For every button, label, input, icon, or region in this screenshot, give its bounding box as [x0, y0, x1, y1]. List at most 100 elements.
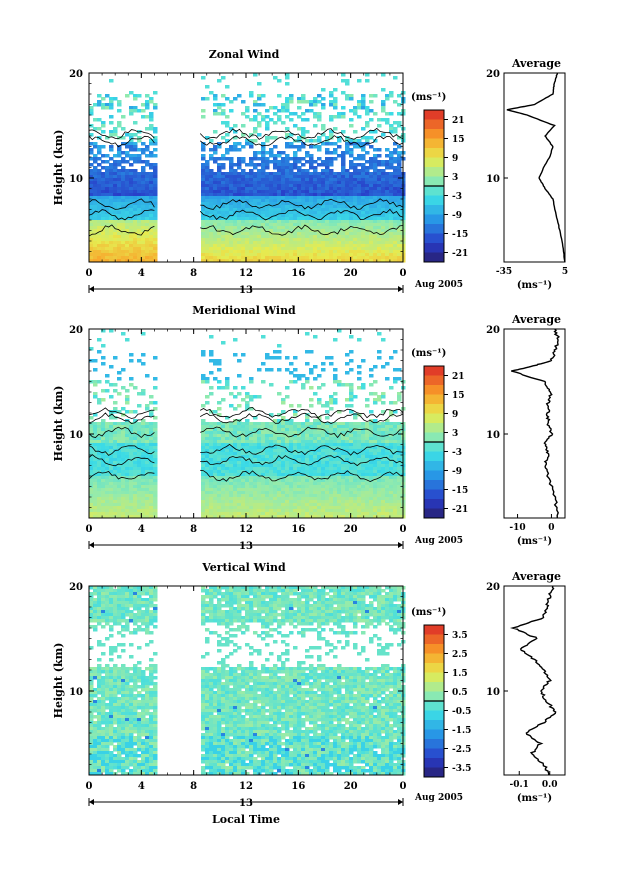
- heatmap-cell: [133, 250, 138, 254]
- heatmap-cell: [277, 488, 282, 492]
- heatmap-cell: [273, 473, 278, 477]
- heatmap-cell: [221, 512, 226, 516]
- heatmap-cell: [153, 166, 158, 170]
- heatmap-cell: [253, 103, 258, 107]
- heatmap-cell: [349, 211, 354, 215]
- heatmap-cell: [321, 142, 326, 146]
- heatmap-cell: [93, 229, 98, 233]
- heatmap-cell: [385, 190, 390, 194]
- heatmap-cell: [109, 163, 114, 167]
- heatmap-cell: [313, 124, 318, 128]
- heatmap-cell: [109, 157, 114, 161]
- heatmap-cell: [285, 247, 290, 251]
- heatmap-cell: [257, 223, 262, 227]
- heatmap-cell: [385, 121, 390, 125]
- heatmap-cell: [105, 458, 110, 462]
- heatmap-cell: [117, 187, 122, 191]
- heatmap-cell: [317, 226, 322, 230]
- heatmap-cell: [93, 437, 98, 441]
- heatmap-cell: [349, 109, 354, 113]
- heatmap-cell: [297, 449, 302, 453]
- heatmap-cell: [373, 250, 378, 254]
- heatmap-cell: [309, 250, 314, 254]
- heatmap-cell: [265, 139, 270, 143]
- heatmap-cell: [113, 208, 118, 212]
- heatmap-cell: [121, 482, 126, 486]
- heatmap-cell: [277, 205, 282, 209]
- heatmap-cell: [221, 482, 226, 486]
- heatmap-cell: [229, 425, 234, 429]
- heatmap-cell: [145, 163, 150, 167]
- heatmap-cell: [209, 482, 214, 486]
- heatmap-cell: [329, 425, 334, 429]
- heatmap-cell: [261, 151, 266, 155]
- heatmap-cell: [217, 443, 222, 447]
- heatmap-cell: [329, 103, 334, 107]
- heatmap-cell: [129, 196, 134, 200]
- heatmap-cell: [317, 374, 322, 378]
- heatmap-cell: [349, 443, 354, 447]
- heatmap-cell: [117, 184, 122, 188]
- heatmap-cell: [205, 169, 210, 173]
- heatmap-cell: [93, 244, 98, 248]
- heatmap-cell: [101, 166, 106, 170]
- heatmap-cell: [209, 512, 214, 516]
- heatmap-cell: [309, 422, 314, 426]
- heatmap-cell: [353, 169, 358, 173]
- heatmap-cell: [109, 97, 114, 101]
- heatmap-cell: [253, 202, 258, 206]
- heatmap-cell: [209, 178, 214, 182]
- heatmap-cell: [261, 214, 266, 218]
- heatmap-cell: [153, 476, 158, 480]
- heatmap-cell: [129, 142, 134, 146]
- heatmap-cell: [213, 506, 218, 510]
- heatmap-cell: [345, 181, 350, 185]
- heatmap-cell: [305, 259, 310, 263]
- heatmap-cell: [213, 181, 218, 185]
- heatmap-cell: [337, 485, 342, 489]
- heatmap-cell: [93, 512, 98, 516]
- heatmap-cell: [281, 494, 286, 498]
- heatmap-cell: [237, 241, 242, 245]
- heatmap-cell: [253, 482, 258, 486]
- heatmap-cell: [273, 154, 278, 158]
- heatmap-cell: [293, 461, 298, 465]
- heatmap-cell: [385, 175, 390, 179]
- heatmap-cell: [345, 467, 350, 471]
- heatmap-cell: [253, 235, 258, 239]
- heatmap-cell: [297, 482, 302, 486]
- heatmap-cell: [209, 452, 214, 456]
- heatmap-cell: [89, 512, 94, 516]
- heatmap-cell: [101, 172, 106, 176]
- heatmap-cell: [113, 494, 118, 498]
- heatmap-cell: [261, 115, 266, 119]
- heatmap-cell: [241, 464, 246, 468]
- heatmap-cell: [205, 220, 210, 224]
- heatmap-cell: [281, 175, 286, 179]
- heatmap-cell: [233, 455, 238, 459]
- heatmap-cell: [113, 196, 118, 200]
- heatmap-cell: [233, 220, 238, 224]
- heatmap-cell: [289, 118, 294, 122]
- heatmap-cell: [225, 425, 230, 429]
- heatmap-cell: [333, 205, 338, 209]
- heatmap-cell: [369, 232, 374, 236]
- heatmap-cell: [149, 494, 154, 498]
- heatmap-cell: [265, 229, 270, 233]
- heatmap-cell: [249, 145, 254, 149]
- heatmap-cell: [109, 196, 114, 200]
- heatmap-cell: [241, 461, 246, 465]
- heatmap-cell: [361, 166, 366, 170]
- heatmap-cell: [245, 196, 250, 200]
- heatmap-cell: [261, 196, 266, 200]
- heatmap-cell: [133, 386, 138, 390]
- heatmap-cell: [213, 94, 218, 98]
- heatmap-cell: [341, 154, 346, 158]
- heatmap-cell: [93, 253, 98, 257]
- heatmap-cell: [89, 515, 94, 519]
- heatmap-cell: [333, 151, 338, 155]
- heatmap-cell: [149, 184, 154, 188]
- heatmap-cell: [313, 247, 318, 251]
- heatmap-cell: [377, 172, 382, 176]
- heatmap-cell: [369, 235, 374, 239]
